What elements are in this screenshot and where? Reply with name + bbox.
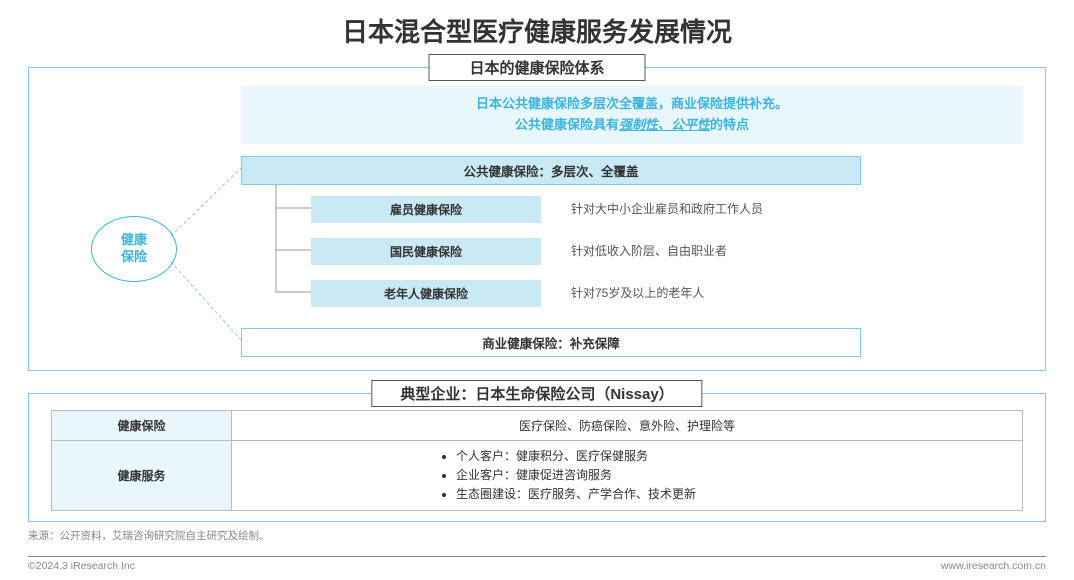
bullet: 个人客户：健康积分、医疗保健服务 [456,447,1008,466]
desc-employee: 针对大中小企业雇员和政府工作人员 [571,200,891,217]
row-label: 健康保险 [52,410,232,440]
sub-national: 国民健康保险 [311,238,541,265]
section1-heading: 日本的健康保险体系 [428,54,645,81]
desc-national: 针对低收入阶层、自由职业者 [571,242,891,259]
section2-heading: 典型企业：日本生命保险公司（Nissay） [371,380,702,407]
section-insurance-system: 日本的健康保险体系 日本公共健康保险多层次全覆盖，商业保险提供补充。 公共健康保… [28,67,1046,371]
summary-box: 日本公共健康保险多层次全覆盖，商业保险提供补充。 公共健康保险具有强制性、公平性… [241,86,1023,144]
row-label: 健康服务 [52,440,232,511]
summary-line2a: 公共健康保险具有 [515,117,619,132]
summary-emphasis: 强制性、公平性 [619,117,710,132]
company-table: 健康保险 医疗保险、防癌保险、意外险、护理险等 健康服务 个人客户：健康积分、医… [51,410,1023,512]
page-title: 日本混合型医疗健康服务发展情况 [28,12,1046,49]
footer-url: www.iresearch.com.cn [941,560,1046,572]
row-value: 医疗保险、防癌保险、意外险、护理险等 [232,410,1023,440]
summary-line2c: 的特点 [710,117,749,132]
section-company: 典型企业：日本生命保险公司（Nissay） 健康保险 医疗保险、防癌保险、意外险… [28,393,1046,523]
sub-elderly: 老年人健康保险 [311,280,541,307]
footer: ©2024.3 iResearch Inc www.iresearch.com.… [28,556,1046,572]
bullet: 企业客户：健康促进咨询服务 [456,466,1008,485]
bullet: 生态圈建设：医疗服务、产学合作、技术更新 [456,485,1008,504]
sub-employee: 雇员健康保险 [311,196,541,223]
hierarchy-diagram: 健康 保险 公共健康保险：多层次、全覆盖 商业健康保险：补充保障 雇员健康保险 … [51,156,1023,356]
summary-line1: 日本公共健康保险多层次全覆盖，商业保险提供补充。 [476,96,788,111]
table-row: 健康保险 医疗保险、防癌保险、意外险、护理险等 [52,410,1023,440]
root-node: 健康 保险 [91,216,177,282]
desc-elderly: 针对75岁及以上的老年人 [571,284,891,301]
footer-copyright: ©2024.3 iResearch Inc [28,560,135,572]
table-row: 健康服务 个人客户：健康积分、医疗保健服务 企业客户：健康促进咨询服务 生态圈建… [52,440,1023,511]
source-note: 来源：公开资料，艾瑞咨询研究院自主研究及绘制。 [28,528,1046,543]
branch-public: 公共健康保险：多层次、全覆盖 [241,156,861,185]
row-value-bullets: 个人客户：健康积分、医疗保健服务 企业客户：健康促进咨询服务 生态圈建设：医疗服… [232,440,1023,511]
branch-commercial: 商业健康保险：补充保障 [241,328,861,357]
